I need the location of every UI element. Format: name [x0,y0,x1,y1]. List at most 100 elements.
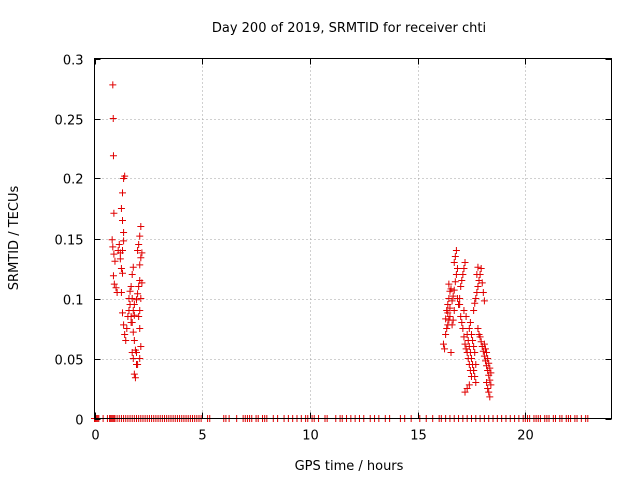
data-point [133,296,141,304]
data-point [119,269,127,277]
data-point [138,279,146,287]
data-point [115,241,123,248]
data-point [480,340,488,348]
data-point [487,381,495,389]
data-point [484,355,492,362]
data-point [130,337,138,344]
data-point [485,359,493,367]
data-point [485,388,493,396]
y-axis-label: SRMTID / TECUs [7,186,22,291]
data-point [486,393,494,401]
data-point [112,284,120,292]
data-point [466,319,474,326]
data-point [474,263,482,271]
data-point [109,243,117,251]
data-point [119,217,127,224]
y-tick-label: 0.1 [63,294,84,309]
data-point [136,325,144,332]
data-point [127,319,135,326]
data-point [471,349,479,356]
y-tick-label: 0.3 [63,54,84,69]
chart-title: Day 200 of 2019, SRMTID for receiver cht… [212,21,486,36]
data-point [123,325,131,332]
data-point [135,283,143,290]
data-point [444,309,452,317]
y-tick-label: 0.05 [55,354,84,369]
data-point [451,253,459,260]
data-point [439,340,447,348]
x-tick-label: 0 [91,429,99,444]
data-point [117,265,125,272]
x-axis-label: GPS time / hours [295,459,404,474]
data-point [479,289,487,296]
data-point [453,265,461,272]
data-point [465,381,473,389]
data-point [136,261,144,269]
data-point [452,247,460,254]
data-point [478,279,486,287]
data-point [110,280,118,288]
data-point [119,247,127,254]
data-point [128,295,136,302]
data-point [136,307,144,314]
x-tick-label: 10 [302,429,319,444]
data-point [483,379,491,386]
data-point [109,152,117,160]
data-point [474,325,482,332]
data-point [469,337,477,344]
data-point [467,331,475,338]
data-point [121,172,129,180]
data-point [467,355,475,362]
data-point [133,349,141,356]
data-point [477,265,485,272]
data-point [481,345,489,353]
data-point [442,315,450,323]
data-point [444,301,452,308]
data-point [443,325,451,332]
data-point [442,331,450,338]
data-point [129,328,137,336]
data-point [134,247,142,254]
data-point [110,250,118,258]
data-point [130,311,138,319]
data-point [445,280,453,288]
data-point [120,321,128,329]
data-point [470,367,478,374]
data-point [486,364,494,372]
data-point [117,205,125,212]
data-point [119,309,127,317]
data-point [130,301,138,308]
plot-frame [94,58,612,419]
data-point [126,287,134,295]
data-point [446,313,454,320]
data-point [470,343,478,350]
data-point [447,349,455,356]
data-point [446,304,454,312]
data-point [134,290,142,298]
data-point [449,292,457,300]
data-point [120,237,128,245]
data-point [120,229,128,236]
data-point [119,189,127,197]
grid [94,58,612,419]
data-point [109,115,117,122]
y-tick-label: 0 [75,414,83,429]
data-point [452,271,460,278]
data-point [449,316,457,324]
data-point [472,379,480,386]
data-point [451,278,459,286]
data-point [461,259,469,266]
data-point [463,385,471,392]
data-point [456,301,464,308]
data-point [465,325,473,332]
data-point [472,295,480,302]
data-point [138,249,146,257]
data-point [135,313,143,320]
data-point [137,223,145,230]
data-point [447,285,455,293]
data-point [130,370,138,378]
data-point [108,236,116,244]
y-tick-label: 0.25 [55,114,84,129]
data-point [135,241,143,248]
